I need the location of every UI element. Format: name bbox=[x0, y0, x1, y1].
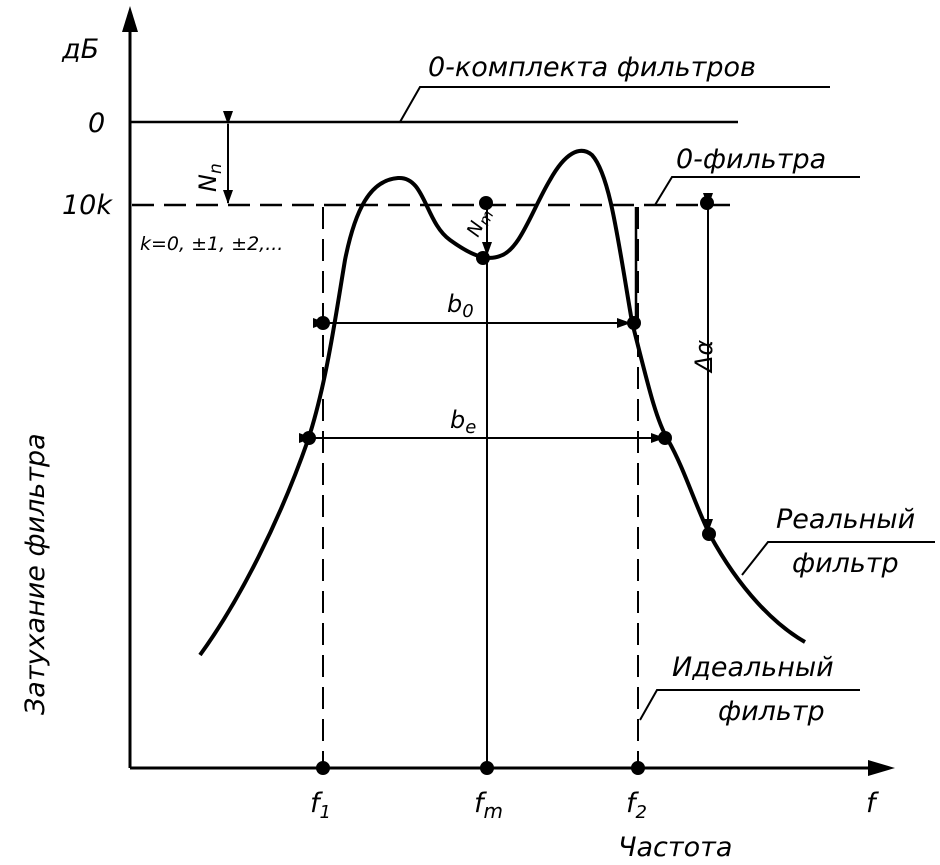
x-tick-f2: f2 bbox=[626, 788, 647, 823]
n-n-label: Nn bbox=[194, 163, 226, 192]
point-b0-right bbox=[627, 316, 641, 330]
y-axis-arrow-icon bbox=[122, 6, 138, 32]
n-m-label: Nm bbox=[463, 205, 498, 242]
k-values-label: k=0, ±1, ±2,... bbox=[140, 233, 283, 255]
point-f1-axis bbox=[316, 761, 330, 775]
x-axis-arrow-icon bbox=[868, 760, 895, 776]
y-tick-10k: 10k bbox=[62, 190, 113, 221]
point-delta-bottom bbox=[702, 527, 716, 541]
y-axis-unit: дБ bbox=[61, 34, 99, 65]
svg-text:Δα: Δα bbox=[690, 340, 718, 374]
ideal-filter-label-1: Идеальный bbox=[672, 652, 834, 683]
zero-filter-set-label: 0-комплекта фильтров bbox=[428, 52, 756, 83]
zero-filter-set-leader bbox=[399, 86, 830, 123]
point-f2-axis bbox=[631, 761, 645, 775]
zero-filter-leader bbox=[654, 176, 860, 206]
point-fm-axis bbox=[480, 761, 494, 775]
delta-alpha-label: Δα bbox=[690, 340, 718, 374]
zero-filter-label: 0-фильтра bbox=[676, 144, 826, 175]
b0-label: b0 bbox=[447, 290, 474, 322]
point-be-left bbox=[302, 431, 316, 445]
real-filter-label-2: фильтр bbox=[792, 548, 899, 579]
point-delta-top bbox=[700, 196, 714, 210]
point-be-right bbox=[658, 431, 672, 445]
real-filter-curve bbox=[198, 148, 806, 657]
point-b0-left bbox=[316, 316, 330, 330]
point-fm-top bbox=[479, 196, 493, 210]
svg-text:Nm: Nm bbox=[463, 205, 498, 242]
real-filter-leader bbox=[741, 541, 935, 576]
svg-text:Nn: Nn bbox=[194, 163, 226, 192]
x-axis-title: Частота bbox=[618, 832, 732, 863]
ideal-filter-label-2: фильтр bbox=[718, 696, 825, 727]
y-axis-title: Затухание фильтра bbox=[20, 433, 51, 715]
real-filter-label-1: Реальный bbox=[776, 504, 915, 535]
x-tick-fm: fm bbox=[474, 788, 503, 823]
x-tick-f1: f1 bbox=[310, 788, 331, 823]
x-axis-symbol: f bbox=[866, 788, 879, 819]
ideal-filter-leader bbox=[639, 689, 860, 721]
y-tick-zero: 0 bbox=[88, 108, 105, 139]
point-fm-trough bbox=[476, 251, 490, 265]
be-label: be bbox=[450, 406, 476, 438]
